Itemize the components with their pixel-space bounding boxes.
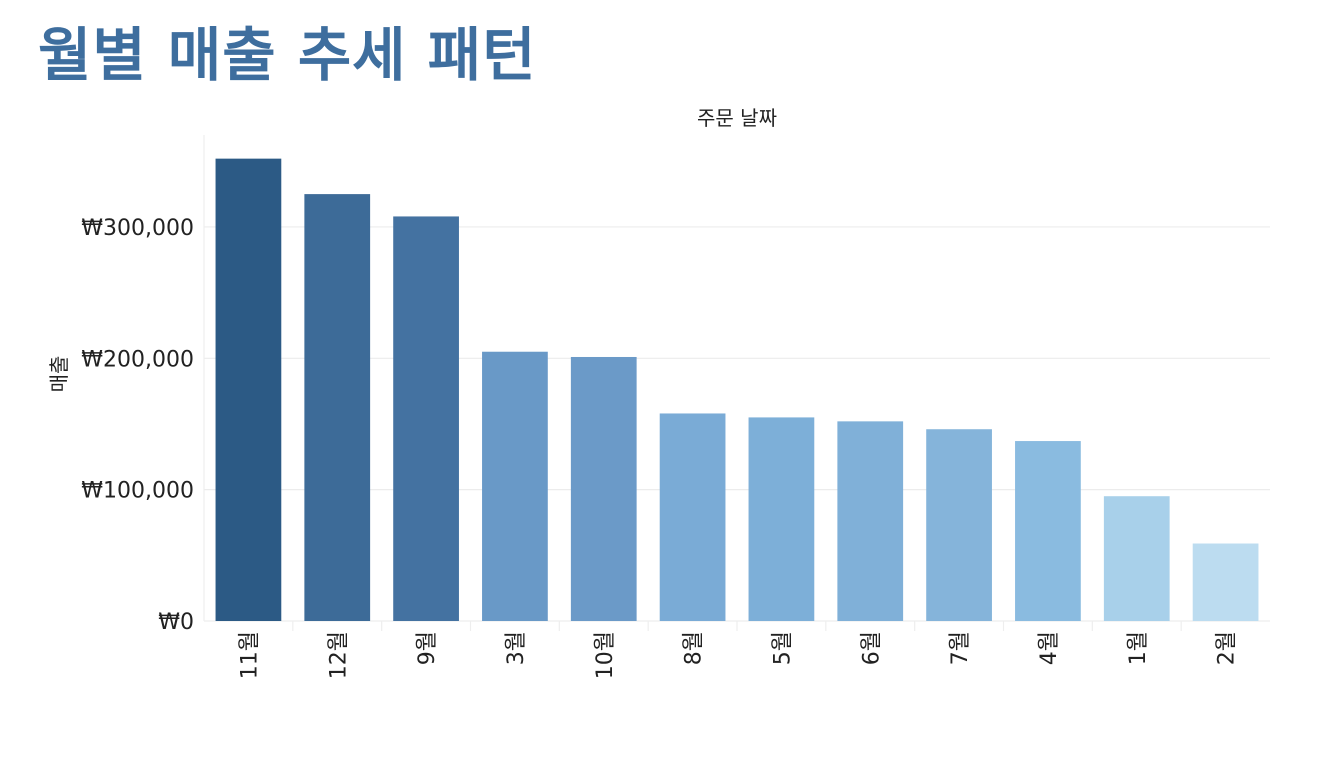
page-title: 월별 매출 추세 패턴 — [38, 21, 537, 89]
x-tick-label: 5월 — [770, 631, 795, 665]
bar-8 — [837, 421, 904, 621]
y-tick-label: ₩200,000 — [81, 347, 194, 372]
bar-2 — [304, 194, 371, 622]
x-tick-label: 12월 — [326, 631, 351, 679]
bar-6 — [659, 413, 726, 621]
y-tick-label: ₩0 — [158, 610, 194, 635]
y-axis-label: 매출 — [47, 356, 71, 393]
x-tick-label: 4월 — [1037, 631, 1062, 665]
x-tick-label: 6월 — [859, 631, 884, 665]
x-tick-label: 1월 — [1126, 631, 1151, 665]
x-tick-label: 2월 — [1215, 631, 1240, 665]
bar-12 — [1192, 543, 1259, 621]
x-tick-label: 9월 — [415, 631, 440, 665]
bar-7 — [748, 417, 815, 621]
bar-11 — [1103, 496, 1170, 621]
bar-9 — [926, 429, 992, 621]
x-tick-label: 10월 — [593, 631, 618, 679]
x-tick-label: 11월 — [237, 631, 262, 679]
y-tick-label: ₩100,000 — [81, 479, 194, 504]
bar-5 — [570, 356, 637, 621]
bar-3 — [393, 216, 459, 621]
y-tick-label: ₩300,000 — [81, 216, 194, 241]
bar-1 — [215, 158, 282, 621]
bar-4 — [482, 351, 548, 621]
bar-10 — [1015, 441, 1081, 621]
x-tick-label: 8월 — [682, 631, 707, 665]
x-tick-label: 3월 — [504, 631, 529, 665]
top-axis-label: 주문 날짜 — [697, 106, 777, 130]
x-tick-label: 7월 — [948, 631, 973, 665]
